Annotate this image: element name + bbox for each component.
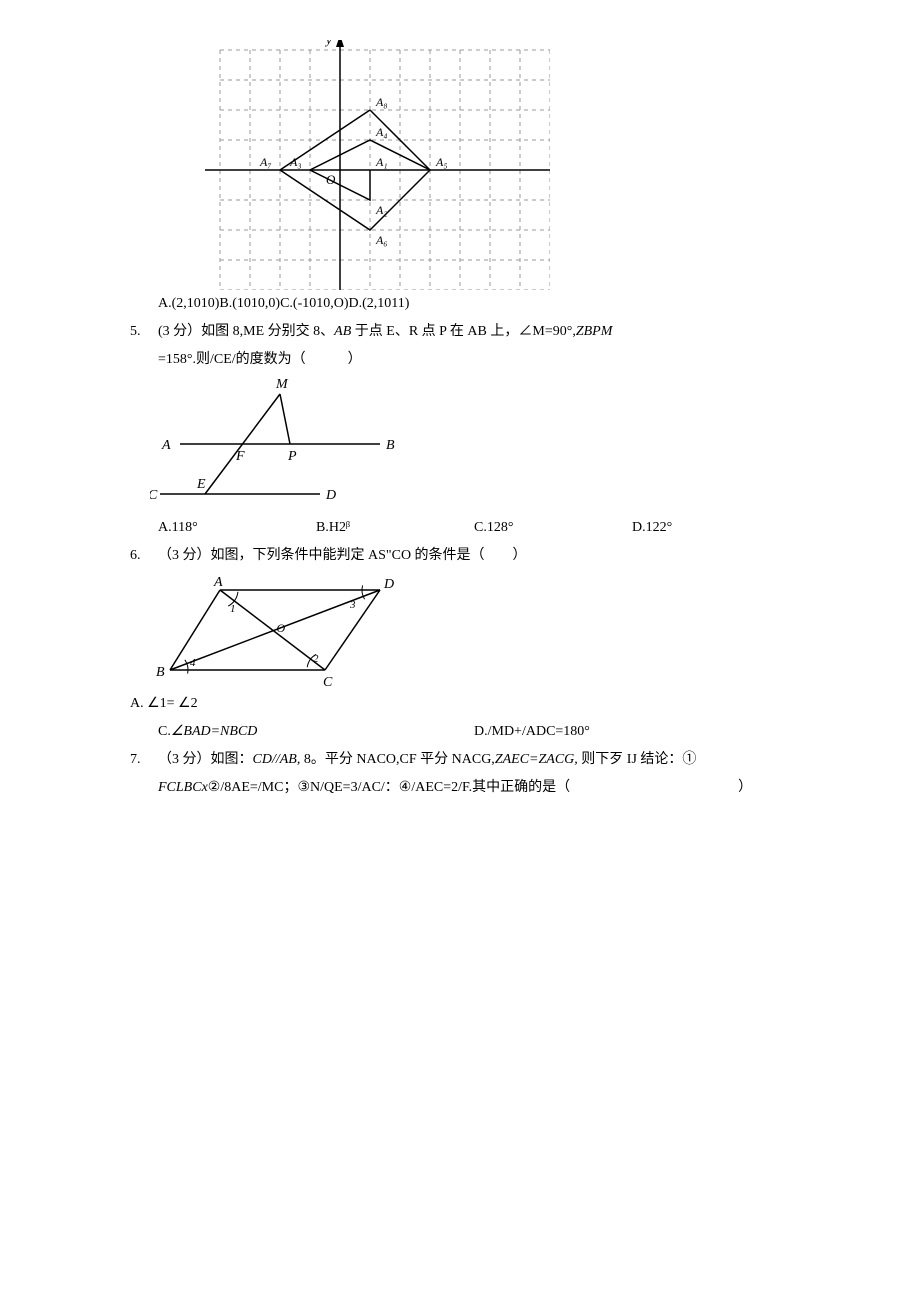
q5-optB: B.H2ᵝ (316, 514, 474, 542)
svg-text:2: 2 (313, 653, 319, 665)
q7-number: 7. (130, 746, 158, 774)
q5-options: A.118° B.H2ᵝ C.128° D.122° (158, 514, 790, 542)
svg-text:A₆: A₆ (375, 233, 388, 247)
q6-line1: 6. （3 分）如图，下列条件中能判定 AS"CO 的条件是（ ） (130, 542, 790, 570)
q6-optC: C.∠BAD=NBCD (158, 718, 474, 746)
q7-line2: FCLBCx②/8AE=/MC；③N/QE=3/AC/：④/AEC=2/F.其中… (158, 774, 790, 802)
svg-text:A₂: A₂ (375, 203, 388, 217)
svg-text:F: F (235, 449, 245, 464)
q6-optCD-row: C.∠BAD=NBCD D./MD+/ADC=180° (158, 718, 790, 746)
q6-figure: A D B C O 1 2 3 4 (150, 570, 790, 690)
svg-text:D: D (325, 488, 336, 503)
q5-optD: D.122° (632, 514, 790, 542)
q4-coordinate-grid: xyOA₁A₂A₃A₄A₅A₆A₇A₈ (190, 40, 550, 290)
q4-options: A.(2,1010)B.(1010,0)C.(-1010,O)D.(2,1011… (158, 290, 790, 318)
svg-text:B: B (386, 438, 395, 453)
q5-number: 5. (130, 318, 158, 346)
svg-text:A₅: A₅ (435, 155, 448, 169)
q6-geometry-diagram: A D B C O 1 2 3 4 (150, 570, 410, 690)
q6-optA: A. ∠1= ∠2 (130, 690, 198, 718)
svg-text:D: D (383, 577, 394, 592)
q5-line2: =158°.则/CE/的度数为（ ） (158, 346, 790, 374)
q7-line1: 7. （3 分）如图：CD//AB, 8。平分 NACO,CF 平分 NACG,… (130, 746, 790, 774)
q6-optA-row: A. ∠1= ∠2 (130, 690, 790, 718)
q5-optA: A.118° (158, 514, 316, 542)
svg-text:M: M (275, 377, 289, 392)
svg-text:A₈: A₈ (375, 95, 388, 109)
svg-text:E: E (196, 477, 206, 492)
svg-text:A₃: A₃ (289, 155, 302, 169)
q5-geometry-diagram: A B C D M F P E (150, 374, 410, 514)
svg-text:y: y (324, 40, 332, 47)
svg-text:A₁: A₁ (375, 155, 388, 169)
svg-text:A: A (213, 575, 223, 590)
svg-text:C: C (323, 675, 333, 690)
svg-text:A₇: A₇ (259, 155, 272, 169)
q5-line1: 5. (3 分）如图 8,ME 分别交 8、AB 于点 E、R 点 P 在 AB… (130, 318, 790, 346)
svg-text:P: P (287, 449, 297, 464)
svg-text:C: C (150, 488, 158, 503)
q7-text2: FCLBCx②/8AE=/MC；③N/QE=3/AC/：④/AEC=2/F.其中… (158, 774, 752, 802)
q6-number: 6. (130, 542, 158, 570)
q4-figure: xyOA₁A₂A₃A₄A₅A₆A₇A₈ (190, 40, 790, 290)
svg-text:O: O (277, 621, 286, 635)
svg-text:B: B (156, 665, 165, 680)
svg-text:1: 1 (230, 603, 236, 615)
q6-text1: （3 分）如图，下列条件中能判定 AS"CO 的条件是（ ） (158, 542, 790, 570)
q7-text1: （3 分）如图：CD//AB, 8。平分 NACO,CF 平分 NACG,ZAE… (158, 746, 790, 774)
q4-options-text: A.(2,1010)B.(1010,0)C.(-1010,O)D.(2,1011… (158, 290, 409, 318)
q6-optD: D./MD+/ADC=180° (474, 718, 790, 746)
svg-text:4: 4 (190, 657, 196, 669)
svg-text:A₄: A₄ (375, 125, 388, 139)
q5-text2: =158°.则/CE/的度数为（ ） (158, 346, 362, 374)
svg-text:3: 3 (349, 599, 356, 611)
q5-figure: A B C D M F P E (150, 374, 790, 514)
q5-text1: (3 分）如图 8,ME 分别交 8、AB 于点 E、R 点 P 在 AB 上，… (158, 318, 790, 346)
q5-optC: C.128° (474, 514, 632, 542)
svg-text:A: A (161, 438, 171, 453)
